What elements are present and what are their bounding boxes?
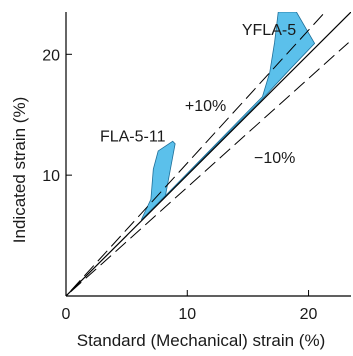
minus-10-percent-line [70, 42, 349, 293]
x-tick-label: 0 [62, 306, 71, 323]
identity-line [66, 12, 351, 296]
y-axis-label: Indicated strain (%) [10, 97, 29, 243]
x-tick-label: 20 [300, 306, 318, 323]
band-yfla-5 [160, 12, 316, 201]
y-tick-label: 20 [42, 47, 60, 64]
plus-10-percent-line [70, 12, 326, 292]
reference-lines-layer [66, 12, 351, 296]
annotation-yfla-5: YFLA-5 [242, 22, 296, 39]
band-fla-5-11 [140, 140, 176, 221]
x-tick-label: 10 [178, 306, 196, 323]
annotation-fla-5-11: FLA-5-11 [100, 128, 166, 145]
annotations-layer: YFLA-5 FLA-5-11 +10% −10% [100, 22, 296, 167]
axes-layer [65, 12, 351, 297]
bands-layer [140, 12, 316, 221]
annotation-minus-10-percent: −10% [254, 150, 295, 167]
ticks-layer: 0 10 20 10 20 [42, 47, 317, 323]
y-tick-label: 10 [42, 168, 60, 185]
x-axis-label: Standard (Mechanical) strain (%) [77, 331, 325, 350]
annotation-plus-10-percent: +10% [185, 98, 226, 115]
